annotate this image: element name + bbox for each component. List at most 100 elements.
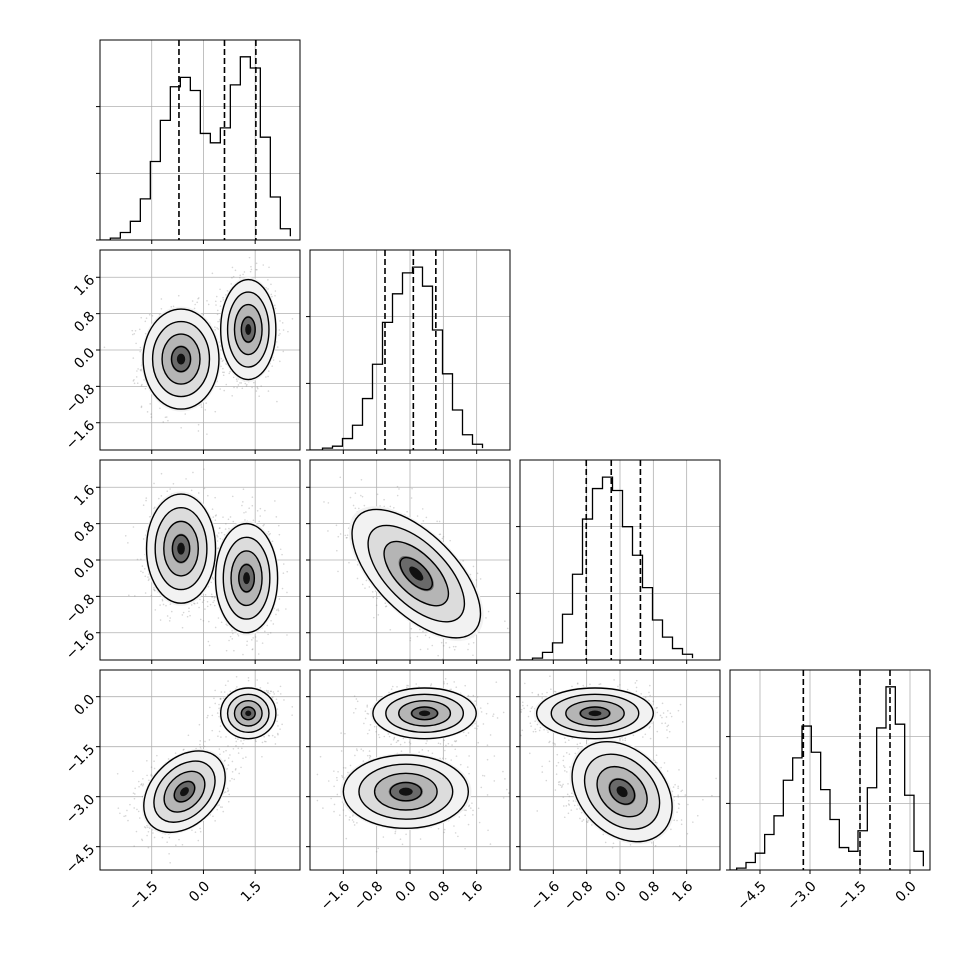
scatter-point: [199, 618, 202, 621]
scatter-point: [236, 380, 238, 382]
density-fill: [409, 566, 424, 581]
scatter-point: [425, 516, 428, 519]
scatter-point: [259, 515, 262, 517]
scatter-point: [376, 493, 379, 496]
panel-r1-c0: [96, 249, 301, 454]
scatter-point: [384, 602, 387, 605]
scatter-point: [286, 634, 288, 636]
scatter-point: [216, 547, 219, 550]
scatter-point: [442, 535, 445, 538]
scatter-point: [389, 505, 392, 508]
scatter-point: [149, 403, 151, 405]
scatter-point: [361, 495, 364, 498]
scatter-point: [275, 609, 278, 611]
scatter-point: [267, 633, 269, 636]
scatter-point: [220, 531, 223, 534]
scatter-point: [165, 416, 168, 418]
scatter-point: [372, 596, 375, 599]
scatter-point: [140, 406, 143, 409]
scatter-point: [278, 329, 281, 331]
scatter-point: [277, 608, 279, 610]
scatter-point: [363, 504, 366, 507]
scatter-point: [222, 367, 224, 370]
scatter-point: [147, 576, 149, 578]
scatter-point: [252, 381, 255, 384]
scatter-point: [233, 649, 235, 652]
scatter-point: [215, 514, 218, 516]
scatter-point: [268, 266, 270, 269]
histogram-line: [520, 476, 694, 660]
scatter-point: [216, 534, 218, 537]
scatter-point: [236, 386, 238, 389]
scatter-point: [244, 519, 246, 521]
scatter-point: [219, 300, 222, 303]
scatter-point: [421, 508, 424, 510]
scatter-point: [225, 294, 227, 296]
scatter-point: [231, 632, 234, 635]
scatter-point: [140, 570, 142, 573]
scatter-point: [327, 502, 330, 504]
scatter-point: [278, 598, 281, 600]
scatter-point: [211, 596, 214, 598]
scatter-point: [147, 846, 150, 849]
scatter-point: [281, 322, 284, 324]
scatter-point: [227, 757, 230, 759]
scatter-point: [198, 723, 201, 726]
scatter-point: [445, 642, 447, 644]
scatter-point: [140, 558, 142, 561]
scatter-point: [214, 519, 217, 521]
scatter-point: [256, 640, 258, 642]
scatter-point: [191, 300, 194, 302]
scatter-point: [361, 583, 364, 586]
scatter-point: [151, 314, 154, 317]
scatter-point: [504, 620, 506, 623]
scatter-point: [267, 288, 269, 290]
scatter-point: [221, 360, 224, 363]
scatter-point: [166, 841, 168, 843]
scatter-point: [214, 604, 216, 607]
scatter-point: [486, 689, 488, 691]
scatter-point: [170, 306, 173, 308]
scatter-point: [349, 496, 352, 499]
scatter-point: [136, 382, 139, 385]
scatter-point: [472, 565, 475, 568]
scatter-point: [228, 527, 230, 530]
scatter-point: [383, 498, 385, 501]
scatter-point: [225, 383, 228, 386]
scatter-point: [427, 648, 429, 650]
contour-line: [233, 303, 263, 356]
scatter-point: [197, 430, 200, 432]
scatter-point: [216, 313, 219, 316]
scatter-point: [384, 605, 387, 608]
scatter-point: [206, 299, 208, 302]
scatter-point: [248, 256, 251, 259]
scatter-point: [197, 423, 200, 426]
contour-line: [351, 508, 482, 639]
contour-line: [161, 333, 201, 385]
scatter-point: [217, 532, 220, 534]
scatter-point: [231, 266, 234, 269]
scatter-point: [453, 648, 456, 651]
scatter-point: [356, 564, 359, 566]
scatter-point: [219, 527, 221, 529]
scatter-point: [138, 328, 141, 331]
scatter-point: [454, 645, 457, 648]
scatter-point: [229, 516, 232, 518]
scatter-point: [487, 610, 490, 613]
scatter-point: [135, 830, 138, 833]
scatter-point: [204, 409, 207, 411]
scatter-point: [376, 597, 378, 600]
scatter-point: [266, 624, 269, 627]
scatter-point: [267, 375, 269, 378]
contour-line: [383, 540, 450, 607]
scatter-point: [218, 730, 221, 733]
scatter-point: [119, 812, 121, 815]
scatter-point: [262, 673, 264, 675]
scatter-point: [448, 646, 451, 649]
scatter-point: [222, 371, 224, 374]
scatter-point: [307, 536, 309, 538]
contour-line: [222, 536, 271, 620]
scatter-point: [371, 591, 374, 593]
scatter-point: [198, 606, 200, 609]
scatter-point: [240, 663, 242, 665]
